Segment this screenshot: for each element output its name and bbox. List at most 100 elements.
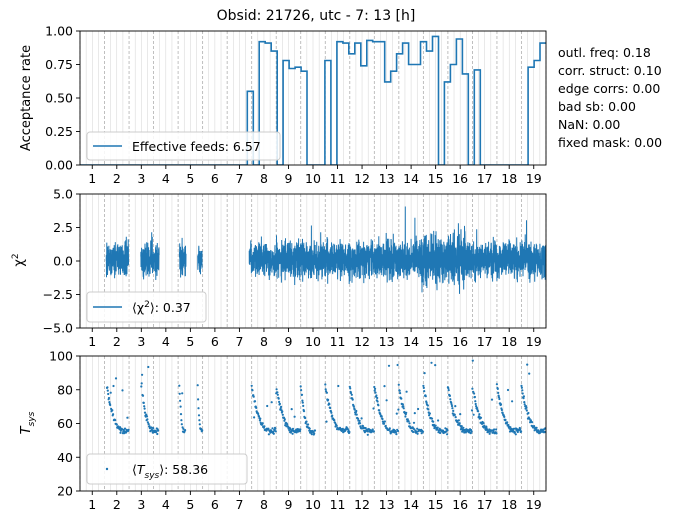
tsys-point bbox=[201, 429, 204, 432]
tsys-point bbox=[373, 385, 376, 389]
tsys-point bbox=[304, 416, 307, 420]
tsys-point bbox=[531, 421, 534, 424]
chi2-trace-segment bbox=[178, 237, 187, 278]
tsys-point bbox=[535, 426, 538, 429]
y-tick-label: 20 bbox=[57, 484, 73, 499]
tsys-point bbox=[457, 419, 460, 422]
tsys-point bbox=[510, 400, 514, 403]
tsys-point bbox=[299, 385, 302, 388]
tsys-point bbox=[291, 427, 295, 430]
tsys-point bbox=[301, 401, 304, 404]
x-tick-label: 9 bbox=[284, 171, 292, 186]
tsys-point bbox=[430, 417, 434, 420]
tsys-point bbox=[408, 422, 411, 425]
tsys-point bbox=[503, 415, 506, 418]
tsys-point bbox=[335, 424, 338, 427]
x-tick-label: 15 bbox=[428, 497, 444, 512]
tsys-point bbox=[109, 391, 112, 394]
x-tick-label: 6 bbox=[211, 334, 219, 349]
tsys-point bbox=[301, 399, 304, 402]
tsys-point bbox=[416, 432, 419, 435]
tsys-point bbox=[377, 404, 380, 407]
tsys-point bbox=[325, 391, 328, 394]
tsys-point bbox=[276, 393, 279, 396]
tsys-point bbox=[454, 416, 457, 419]
x-tick-label: 9 bbox=[284, 497, 292, 512]
tsys-point bbox=[258, 419, 261, 422]
y-tick-label: 1.00 bbox=[45, 24, 73, 39]
y-tick-label: 80 bbox=[57, 382, 73, 397]
chi2-trace-segment bbox=[248, 206, 546, 294]
tsys-point bbox=[450, 404, 454, 408]
tsys-point bbox=[402, 407, 405, 410]
x-tick-label: 19 bbox=[526, 497, 542, 512]
tsys-point bbox=[543, 430, 546, 433]
tsys-point bbox=[412, 430, 415, 434]
x-tick-label: 1 bbox=[88, 171, 96, 186]
tsys-point bbox=[278, 400, 281, 403]
tsys-point bbox=[420, 432, 423, 435]
x-tick-label: 3 bbox=[137, 497, 145, 512]
tsys-point bbox=[447, 389, 450, 392]
tsys-point bbox=[197, 398, 200, 401]
tsys-point bbox=[358, 419, 361, 422]
tsys-point bbox=[271, 427, 274, 430]
tsys-point bbox=[383, 420, 386, 423]
tsys-point bbox=[425, 401, 428, 404]
chi-squared-panel: −5.0−2.50.02.55.01 2 3 4 5 6 7 8 9 10 11 12 13 14 15 16… bbox=[43, 187, 547, 349]
tsys-point bbox=[407, 420, 410, 423]
grid-lines bbox=[79, 356, 547, 491]
x-tick-label: 2 bbox=[113, 334, 121, 349]
tsys-point bbox=[522, 397, 525, 400]
tsys-point bbox=[422, 384, 425, 387]
tsys-point bbox=[396, 363, 399, 367]
x-tick-label: 9 bbox=[284, 334, 292, 349]
tsys-point bbox=[499, 403, 503, 406]
tsys-point bbox=[473, 392, 476, 395]
tsys-point bbox=[509, 426, 512, 429]
y-tick-label: 100 bbox=[49, 349, 73, 364]
ylabel-acceptance: Acceptance rate bbox=[19, 45, 34, 151]
x-tick-label: 17 bbox=[477, 334, 493, 349]
x-tick-label: 5 bbox=[186, 497, 194, 512]
tsys-point bbox=[474, 402, 477, 406]
x-tick-label: 15 bbox=[428, 171, 444, 186]
tsys-point bbox=[348, 430, 351, 434]
plot-area bbox=[80, 35, 546, 165]
x-tick-label: 14 bbox=[403, 334, 419, 349]
tsys-point bbox=[372, 430, 375, 433]
x-tick-label: 8 bbox=[260, 334, 268, 349]
tsys-point bbox=[299, 428, 302, 431]
tsys-point bbox=[476, 408, 479, 411]
x-tick-label: 7 bbox=[235, 171, 243, 186]
tsys-point bbox=[394, 430, 398, 434]
legend-chi2: ⟨χ2⟩: 0.37 bbox=[86, 291, 207, 323]
tsys-point bbox=[514, 433, 517, 436]
tsys-point bbox=[355, 413, 358, 416]
tsys-point bbox=[387, 364, 391, 367]
tsys-point bbox=[250, 384, 253, 387]
tsys-point bbox=[373, 389, 376, 392]
x-tick-label: 12 bbox=[354, 334, 370, 349]
tsys-point bbox=[324, 383, 327, 386]
tsys-point bbox=[400, 397, 403, 400]
tsys-point bbox=[148, 425, 151, 428]
x-tick-label: 4 bbox=[162, 497, 170, 512]
x-tick-label: 2 bbox=[113, 497, 121, 512]
tsys-point bbox=[498, 397, 501, 401]
tsys-point bbox=[274, 430, 277, 433]
tsys-point bbox=[388, 427, 391, 430]
tsys-point bbox=[107, 392, 110, 396]
tsys-point bbox=[434, 364, 437, 367]
tsys-point bbox=[520, 384, 523, 387]
tsys-point bbox=[516, 430, 519, 434]
tsys-point bbox=[446, 433, 449, 436]
tsys-point bbox=[371, 428, 374, 431]
ylabel-tsys: Tsys bbox=[19, 411, 37, 434]
tsys-point bbox=[528, 417, 531, 420]
tsys-point bbox=[402, 405, 405, 408]
y-tick-label: −5.0 bbox=[43, 321, 73, 336]
tsys-point bbox=[291, 432, 294, 435]
tsys-point bbox=[490, 398, 494, 401]
x-tick-label: 18 bbox=[501, 334, 517, 349]
